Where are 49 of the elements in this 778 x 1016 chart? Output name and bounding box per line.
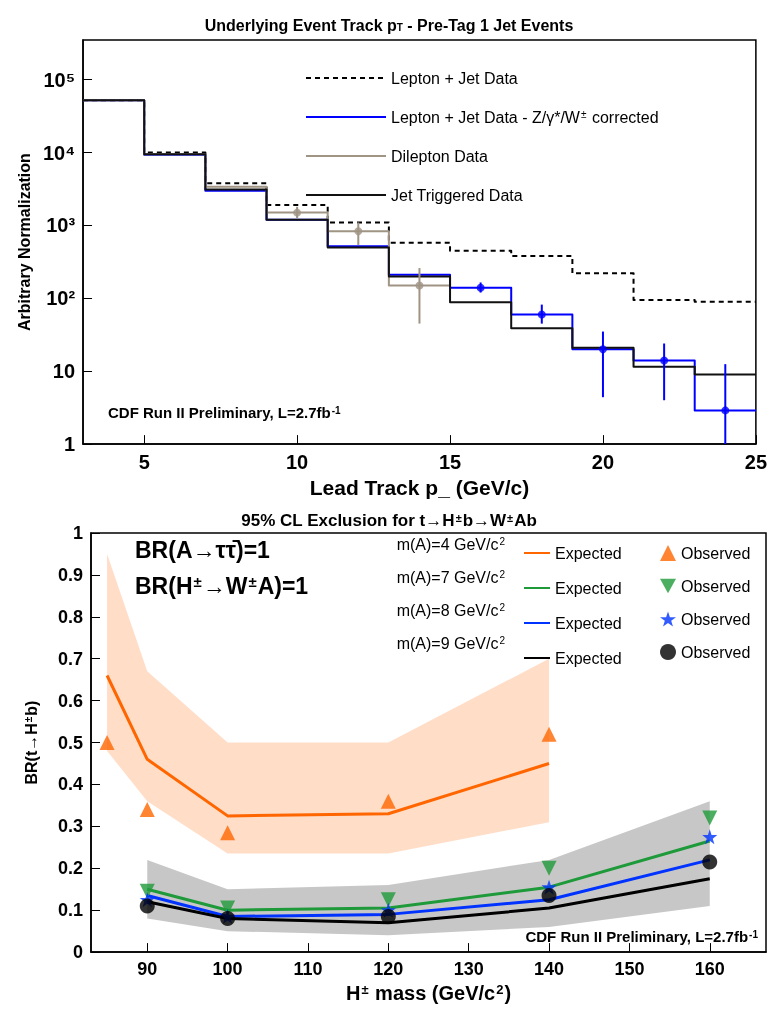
y-tick-label: 0.4 [57, 774, 83, 795]
legend-label: Observed [681, 643, 751, 661]
legend-label: Dilepton Data [391, 147, 489, 165]
legend-label: Lepton + Jet Data - Z/γ*/W± corrected [391, 108, 659, 126]
y-tick-label: 0.8 [57, 606, 83, 627]
x-tick-label: 100 [212, 959, 243, 980]
chart-title: Underlying Event Track pT - Pre-Tag 1 Jet Events [204, 16, 574, 34]
y-tick-label: 10² [46, 287, 76, 310]
legend-label: Expected [555, 544, 622, 562]
x-tick-label: 150 [614, 959, 645, 980]
x-tick-label: 5 [138, 451, 150, 474]
y-tick-label: 10⁴ [42, 141, 76, 164]
y-axis-title: Arbitrary Normalization [15, 153, 33, 331]
x-tick-label: 140 [534, 959, 565, 980]
legend-label: Expected [555, 614, 622, 632]
annotation: BR(H±→W±A)=1 [135, 572, 309, 599]
x-tick-label: 160 [694, 959, 725, 980]
y-tick-label: 0.9 [57, 564, 83, 585]
legend-label: Observed [681, 577, 751, 595]
y-tick-label: 10³ [46, 214, 76, 237]
chart-title: 95% CL Exclusion for t→H±b→W±Ab [241, 511, 537, 530]
x-tick-label: 20 [591, 451, 615, 474]
y-tick-label: 0 [72, 942, 83, 963]
y-tick-label: 1 [72, 523, 83, 543]
x-axis-title: Lead Track p_ (GeV/c) [309, 476, 530, 499]
y-tick-label: 0.6 [57, 690, 83, 711]
y-tick-label: 10⁵ [43, 68, 76, 91]
legend-label: Jet Triggered Data [391, 186, 523, 204]
x-tick-label: 120 [373, 959, 404, 980]
annotation: BR(A→ττ̄)=1 [135, 536, 271, 563]
y-tick-label: 0.5 [57, 732, 83, 753]
x-tick-label: 15 [438, 451, 462, 474]
y-tick-label: 10 [52, 360, 76, 383]
y-tick-label: 0.7 [57, 648, 83, 669]
legend-label: Expected [555, 649, 622, 667]
x-tick-label: 10 [286, 451, 309, 474]
x-tick-label: 25 [744, 451, 767, 474]
y-axis-title: BR(t→H±b) [22, 700, 40, 785]
legend-label: Lepton + Jet Data [391, 69, 518, 87]
legend-label: Observed [681, 544, 751, 562]
x-tick-label: 90 [137, 959, 158, 980]
legend-label: Expected [555, 579, 622, 597]
x-tick-label: 130 [453, 959, 484, 980]
y-tick-label: 0.3 [57, 816, 83, 837]
y-tick-label: 0.2 [57, 858, 83, 879]
y-tick-label: 0.1 [57, 900, 83, 921]
x-tick-label: 110 [293, 959, 323, 980]
y-tick-label: 1 [63, 433, 76, 456]
legend-label: Observed [681, 610, 751, 628]
